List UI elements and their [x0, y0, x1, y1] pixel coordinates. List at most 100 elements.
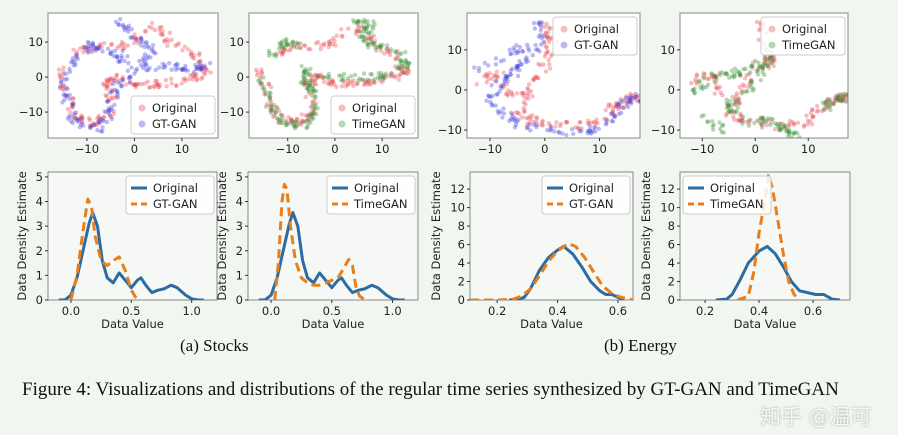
scatter-point-timegan	[830, 101, 836, 107]
scatter-point-timegan	[759, 116, 764, 121]
scatter-point-timegan	[782, 123, 788, 129]
scatter-point-gt-gan	[489, 102, 495, 107]
scatter-point-timegan	[725, 104, 731, 109]
scatter-point-gt-gan	[625, 98, 631, 103]
scatter-point-timegan	[846, 93, 848, 98]
scatter-point-timegan	[834, 97, 840, 103]
scatter-point-original	[79, 114, 84, 120]
scatter-point-original	[108, 76, 113, 81]
scatter-point-original	[259, 69, 265, 75]
scatter-point-gt-gan	[76, 118, 81, 124]
scatter-point-original	[109, 88, 114, 94]
scatter-point-original	[485, 73, 490, 78]
scatter-point-timegan	[749, 84, 754, 90]
scatter-point-original	[740, 115, 745, 121]
scatter-point-gt-gan	[612, 113, 617, 118]
scatter-point-original	[311, 73, 317, 78]
kde-line-original	[715, 244, 841, 300]
scatter-point-original	[182, 44, 188, 49]
scatter-point-original	[154, 81, 160, 87]
scatter-point-timegan	[309, 93, 315, 98]
scatter-point-original	[525, 87, 531, 93]
scatter-point-original	[101, 115, 106, 120]
scatter-point-original	[60, 76, 65, 81]
scatter-point-original	[73, 116, 79, 121]
scatter-point-original	[308, 73, 313, 78]
scatter-point-timegan	[359, 33, 365, 39]
scatter-point-original	[309, 75, 315, 80]
x-tick-label: 10	[175, 142, 190, 156]
scatter-point-gt-gan	[588, 131, 594, 136]
scatter-point-timegan	[271, 52, 276, 57]
scatter-point-original	[103, 93, 108, 98]
scatter-point-timegan	[700, 86, 705, 92]
scatter-point-gt-gan	[100, 49, 105, 54]
scatter-point-gt-gan	[609, 118, 614, 124]
scatter-point-gt-gan	[126, 23, 132, 29]
scatter-point-original	[315, 75, 320, 80]
scatter-point-gt-gan	[70, 56, 76, 61]
scatter-point-gt-gan	[117, 58, 123, 64]
scatter-point-gt-gan	[125, 54, 130, 59]
scatter-point-timegan	[362, 34, 367, 39]
scatter-point-timegan	[275, 105, 280, 111]
scatter-point-original	[398, 67, 404, 72]
scatter-point-gt-gan	[78, 122, 84, 127]
scatter-point-original	[134, 82, 139, 87]
scatter-point-timegan	[311, 86, 316, 92]
scatter-point-gt-gan	[512, 116, 518, 121]
scatter-point-original	[194, 78, 199, 83]
scatter-point-gt-gan	[115, 80, 120, 85]
y-tick-label: −10	[19, 105, 43, 119]
scatter-point-original	[517, 111, 522, 117]
scatter-point-timegan	[750, 88, 755, 93]
scatter-point-timegan	[840, 91, 846, 97]
scatter-point-original	[80, 115, 85, 121]
scatter-point-original	[780, 121, 785, 127]
scatter-point-timegan	[309, 112, 314, 117]
scatter-point-timegan	[304, 70, 309, 76]
scatter-point-original	[105, 79, 110, 85]
scatter-point-original	[487, 71, 493, 76]
scatter-point-gt-gan	[541, 39, 546, 44]
scatter-point-gt-gan	[105, 99, 111, 104]
scatter-point-timegan	[289, 118, 295, 124]
scatter-point-timegan	[782, 125, 787, 130]
scatter-point-timegan	[368, 71, 373, 77]
scatter-point-original	[744, 119, 749, 124]
x-tick-label: 10	[592, 142, 607, 156]
scatter-point-original	[275, 120, 281, 125]
scatter-point-timegan	[713, 74, 718, 79]
scatter-point-timegan	[268, 104, 274, 109]
scatter-point-timegan	[823, 100, 828, 105]
scatter-point-original	[196, 60, 201, 65]
scatter-point-gt-gan	[104, 109, 109, 115]
scatter-point-timegan	[732, 66, 738, 71]
scatter-point-timegan	[259, 81, 264, 86]
scatter-point-original	[70, 105, 75, 110]
scatter-point-original	[312, 108, 317, 114]
scatter-point-gt-gan	[624, 100, 630, 106]
scatter-point-original	[539, 24, 544, 30]
scatter-point-original	[737, 84, 743, 90]
scatter-point-original	[85, 50, 91, 55]
scatter-point-timegan	[737, 72, 743, 78]
scatter-point-original	[132, 32, 137, 37]
scatter-point-gt-gan	[560, 131, 565, 136]
scatter-point-original	[393, 56, 398, 62]
scatter-point-original	[484, 71, 489, 77]
scatter-point-original	[474, 82, 480, 87]
scatter-point-gt-gan	[495, 108, 501, 114]
scatter-point-timegan	[364, 26, 369, 31]
scatter-point-timegan	[283, 42, 289, 47]
scatter-point-gt-gan	[494, 79, 499, 84]
scatter-point-original	[318, 72, 324, 77]
y-tick-label: 0	[668, 293, 675, 307]
scatter-point-original	[339, 27, 344, 32]
scatter-point-gt-gan	[198, 58, 203, 64]
scatter-point-gt-gan	[101, 118, 106, 124]
scatter-point-original	[111, 111, 117, 116]
scatter-point-gt-gan	[625, 104, 631, 110]
scatter-point-timegan	[303, 118, 308, 124]
